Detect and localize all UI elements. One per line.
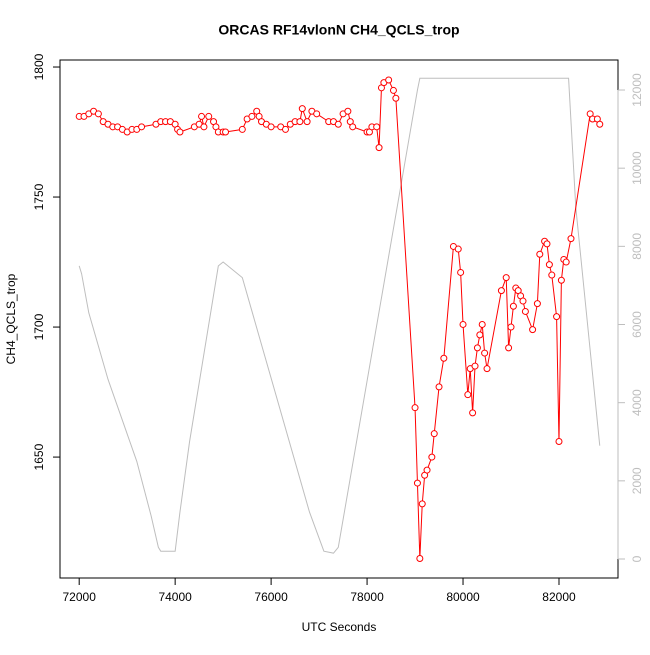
point: [519, 297, 527, 305]
point: [430, 430, 438, 438]
point: [529, 326, 537, 334]
point: [543, 240, 551, 248]
point: [464, 391, 472, 399]
point: [267, 123, 275, 131]
point: [459, 320, 467, 328]
point: [483, 365, 491, 373]
point: [567, 235, 575, 243]
point: [375, 144, 383, 152]
y-axis-title: CH4_QCLS_trop: [4, 273, 18, 364]
y-tick-label: 1700: [32, 313, 46, 340]
point: [94, 110, 102, 118]
point: [298, 105, 306, 113]
point: [313, 110, 321, 118]
point: [502, 274, 510, 282]
point: [435, 383, 443, 391]
point: [596, 120, 604, 128]
point: [497, 287, 505, 295]
point: [454, 245, 462, 253]
chart-title: ORCAS RF14vlonN CH4_QCLS_trop: [218, 22, 459, 38]
point: [469, 409, 477, 417]
point: [392, 94, 400, 102]
y2-tick-label: 10000: [630, 151, 644, 185]
point: [282, 125, 290, 133]
point: [553, 313, 561, 321]
point: [473, 344, 481, 352]
point: [373, 123, 381, 131]
point: [344, 107, 352, 115]
point: [198, 112, 206, 120]
point: [176, 128, 184, 136]
series-line: [78, 77, 601, 554]
point: [507, 323, 515, 331]
point: [222, 128, 230, 136]
point: [562, 258, 570, 266]
x-tick-label: 74000: [158, 590, 192, 604]
point: [457, 268, 465, 276]
point: [548, 271, 556, 279]
x-axis-title: UTC Seconds: [302, 620, 377, 634]
point: [481, 349, 489, 357]
point: [389, 86, 397, 94]
point: [533, 300, 541, 308]
y-tick-label: 1800: [32, 53, 46, 80]
point: [471, 362, 479, 370]
x-tick-label: 78000: [350, 590, 384, 604]
point: [476, 331, 484, 339]
point: [478, 320, 486, 328]
x-tick-label: 76000: [254, 590, 288, 604]
point: [385, 76, 393, 84]
y2-tick-label: 6000: [630, 311, 644, 338]
y2-tick-label: 2000: [630, 467, 644, 494]
point: [536, 250, 544, 258]
y2-tick-label: 0: [630, 555, 644, 562]
point: [303, 118, 311, 126]
point: [296, 118, 304, 126]
point: [248, 112, 256, 120]
point: [413, 479, 421, 487]
y-tick-label: 1650: [32, 443, 46, 470]
point: [423, 466, 431, 474]
point: [205, 112, 213, 120]
point: [418, 500, 426, 508]
point: [334, 120, 342, 128]
point: [238, 125, 246, 133]
y2-tick-label: 4000: [630, 389, 644, 416]
y-tick-label: 1750: [32, 183, 46, 210]
x-tick-label: 82000: [542, 590, 576, 604]
point: [509, 302, 517, 310]
series-line: [79, 79, 601, 559]
point: [349, 123, 357, 131]
point: [505, 344, 513, 352]
x-tick-label: 80000: [446, 590, 480, 604]
point: [521, 307, 529, 315]
point: [557, 276, 565, 284]
point: [200, 123, 208, 131]
x-tick-label: 72000: [63, 590, 97, 604]
y2-tick-label: 12000: [630, 73, 644, 107]
point: [440, 354, 448, 362]
point: [545, 261, 553, 269]
point: [138, 123, 146, 131]
point: [555, 437, 563, 445]
y2-tick-label: 8000: [630, 233, 644, 260]
point: [411, 404, 419, 412]
point: [428, 453, 436, 461]
point: [416, 554, 424, 562]
